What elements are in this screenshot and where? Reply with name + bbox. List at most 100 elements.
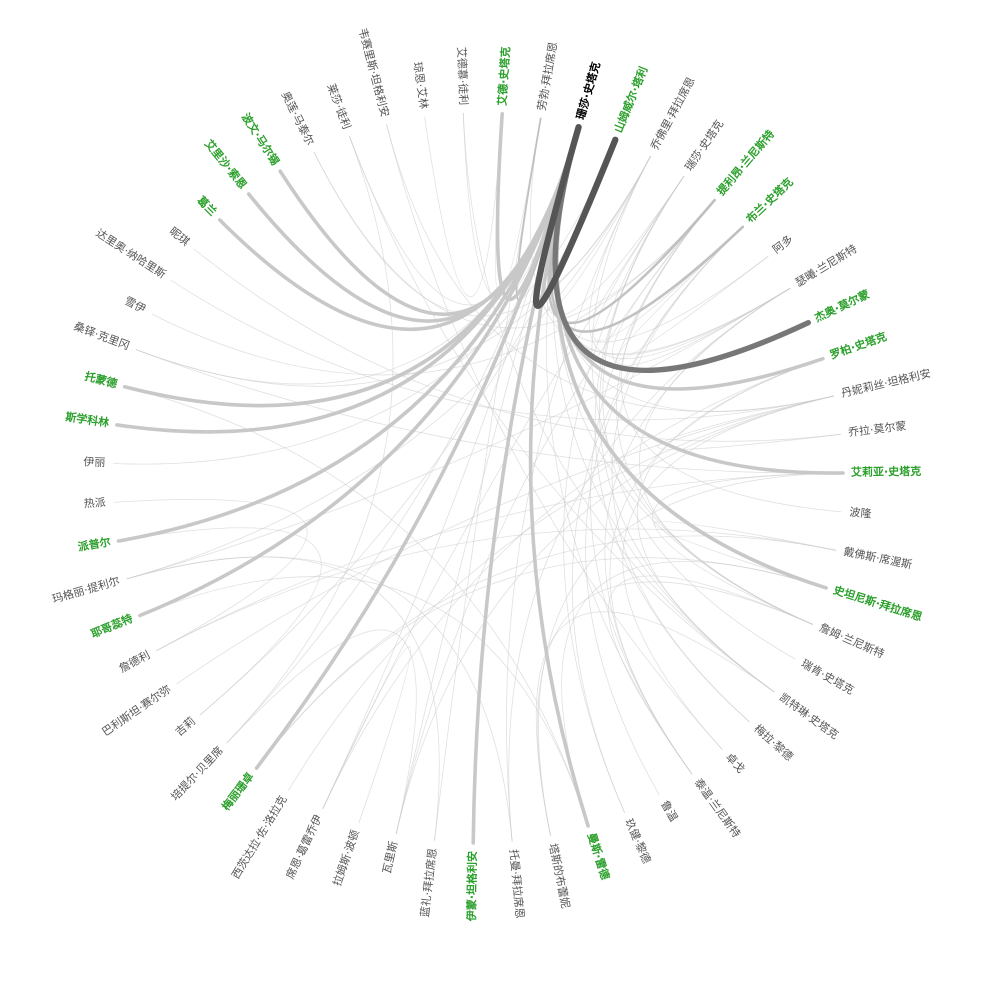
chord-link	[386, 124, 835, 412]
node-label[interactable]: 奥莲·马泰尔	[279, 89, 318, 148]
chord-link	[572, 226, 744, 813]
node-label[interactable]: 塔斯的布蕾妮	[546, 842, 573, 909]
chord-link	[589, 199, 715, 775]
node-label[interactable]: 艾莉亚·史塔克	[851, 464, 921, 479]
node-label[interactable]: 葛兰	[194, 192, 220, 218]
chord-link	[386, 124, 723, 750]
node-label[interactable]: 提利昂·兰尼斯特	[714, 127, 777, 198]
node-label[interactable]: 桑铎·克里冈	[72, 320, 131, 353]
chord-link	[139, 576, 589, 827]
node-label[interactable]: 曼斯·雷德	[585, 831, 613, 881]
chord-link	[654, 521, 837, 589]
chord-link	[226, 629, 417, 835]
chord-link	[322, 646, 412, 824]
node-label[interactable]: 瓦里斯	[380, 840, 400, 875]
node-label[interactable]: 热派	[83, 496, 106, 510]
node-label[interactable]: 托蒙德	[83, 369, 118, 391]
node-label[interactable]: 梅丽珊卓	[219, 770, 257, 813]
node-label[interactable]: 布兰·史塔克	[743, 175, 796, 226]
chord-link	[126, 155, 651, 580]
chord-link	[135, 155, 651, 387]
node-label[interactable]: 玖健·黎德	[622, 816, 654, 865]
chord-link	[652, 472, 844, 625]
chord-link	[122, 125, 581, 408]
node-label[interactable]: 伊蒙·坦格利安	[464, 851, 479, 922]
node-label[interactable]: 耶哥蕊特	[89, 611, 135, 641]
node-label[interactable]: 瑞莎·史塔克	[682, 117, 727, 173]
node-label[interactable]: 蓝礼·拜拉席恩	[417, 847, 439, 918]
chord-link	[638, 288, 813, 625]
node-label[interactable]: 莱莎·徒利	[324, 82, 354, 131]
node-label[interactable]: 派普尔	[77, 534, 112, 553]
node-label[interactable]: 艾里沙·索恩	[202, 137, 250, 192]
node-label[interactable]: 席恩·葛雷乔伊	[283, 812, 325, 881]
chord-link	[246, 125, 581, 323]
node-label[interactable]: 伊丽	[83, 455, 106, 469]
node-label[interactable]: 昵琪	[167, 225, 192, 249]
node-label[interactable]: 詹德利	[117, 647, 153, 675]
node-label[interactable]: 培提尔·贝里席	[168, 743, 226, 803]
chord-link	[588, 155, 791, 360]
node-label[interactable]: 戴佛斯·席渥斯	[842, 544, 913, 571]
node-label[interactable]: 史坦尼斯·拜拉席恩	[832, 583, 924, 624]
link-layer	[112, 112, 845, 845]
node-label[interactable]: 詹姆·兰尼斯特	[817, 620, 886, 661]
chord-link	[395, 199, 715, 835]
chord-link	[552, 124, 811, 373]
chord-link	[657, 395, 841, 450]
node-label[interactable]: 雪伊	[122, 294, 147, 315]
chord-link	[226, 136, 394, 744]
node-label[interactable]: 托曼·拜拉席恩	[507, 849, 527, 920]
chord-link	[563, 176, 685, 813]
node-label[interactable]: 劳勃·拜拉席恩	[534, 41, 560, 112]
node-label[interactable]: 泰温·兰尼斯特	[692, 776, 744, 841]
node-label[interactable]: 鲁温	[658, 798, 681, 824]
node-label[interactable]: 凯特琳·史塔克	[777, 690, 842, 742]
node-label[interactable]: 罗柏·史塔克	[828, 329, 889, 362]
node-label[interactable]: 韦赛里斯·坦格利安	[356, 26, 392, 118]
chord-link	[608, 575, 813, 775]
node-label[interactable]: 丹妮莉丝·坦格利安	[840, 366, 932, 400]
node-label[interactable]: 艾德慕·徒利	[455, 47, 471, 106]
node-label[interactable]: 瑞肯·史塔克	[799, 656, 857, 697]
node-label[interactable]: 卓戈	[723, 751, 747, 776]
node-label[interactable]: 巴利斯坦·赛尔弥	[99, 682, 173, 739]
chord-link	[256, 557, 827, 769]
chord-link	[395, 395, 835, 835]
node-label[interactable]: 珊莎·史塔克	[573, 60, 603, 121]
node-label[interactable]: 琼恩·艾林	[411, 61, 432, 110]
chord-link	[112, 139, 616, 465]
chord-link	[622, 395, 835, 750]
chord-link	[124, 386, 589, 827]
node-label[interactable]: 波文·马尔锡	[239, 110, 283, 167]
node-label[interactable]: 达里奥·纳哈里斯	[93, 226, 168, 281]
node-label[interactable]: 瑟曦·兰尼斯特	[793, 241, 860, 289]
chord-link	[176, 395, 835, 685]
chord-link	[116, 125, 581, 543]
chord-link	[434, 118, 542, 841]
chord-link	[118, 527, 322, 716]
chord-link	[424, 113, 503, 297]
chord-link	[349, 136, 775, 693]
node-label[interactable]: 西茨达拉·佐·洛拉克	[228, 793, 289, 881]
node-label[interactable]: 乔佛里·拜拉席恩	[647, 75, 697, 153]
node-label[interactable]: 梅拉·黎德	[751, 721, 796, 763]
chord-link	[508, 288, 791, 842]
node-label[interactable]: 艾德·史塔克	[495, 46, 513, 106]
node-label[interactable]: 杰奥·莫尔蒙	[812, 287, 872, 325]
node-label[interactable]: 乔拉·莫尔蒙	[847, 418, 907, 439]
chord-link	[593, 176, 744, 342]
chord-link	[609, 358, 824, 775]
chord-link	[322, 176, 685, 809]
node-label[interactable]: 拉姆斯·波顿	[330, 828, 362, 888]
node-label[interactable]: 玛格丽·提利尔	[50, 573, 121, 606]
chord-link	[462, 112, 775, 693]
chord-link	[193, 248, 841, 442]
node-label[interactable]: 吉莉	[173, 715, 198, 739]
node-label[interactable]: 山姆威尔·塔利	[611, 64, 650, 134]
node-label[interactable]: 波隆	[849, 505, 872, 521]
node-label[interactable]: 阿多	[770, 232, 796, 256]
chord-link	[538, 472, 844, 837]
node-label[interactable]: 斯学科林	[65, 409, 111, 429]
